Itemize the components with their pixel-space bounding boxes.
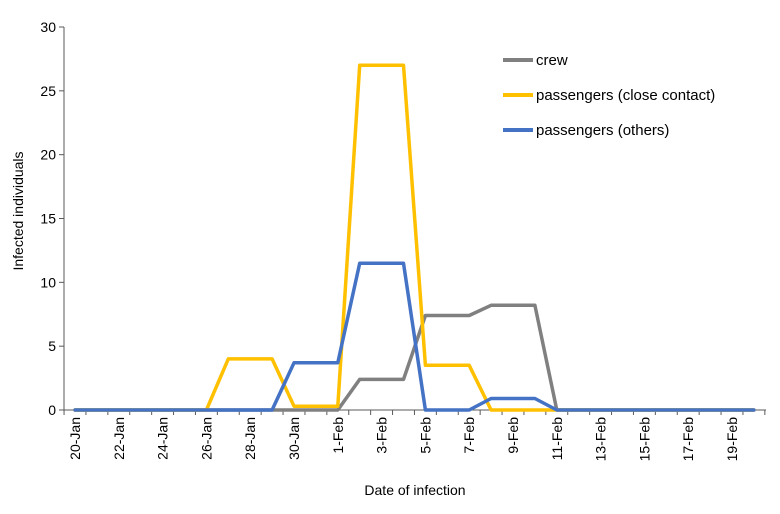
x-tick-label: 22-Jan bbox=[111, 417, 127, 460]
x-tick-label: 28-Jan bbox=[242, 417, 258, 460]
y-axis-title: Infected individuals bbox=[10, 151, 26, 270]
x-tick-label: 11-Feb bbox=[549, 417, 565, 461]
x-tick-label: 24-Jan bbox=[155, 417, 171, 460]
x-tick-label: 15-Feb bbox=[636, 417, 652, 462]
legend-label: passengers (others) bbox=[536, 122, 669, 139]
x-tick-label: 1-Feb bbox=[330, 417, 346, 454]
legend: crew passengers (close contact) passengers… bbox=[503, 52, 715, 139]
series-line-passengers-others bbox=[73, 261, 756, 412]
x-tick-label: 3-Feb bbox=[374, 417, 390, 454]
y-axis: 0 5 10 15 20 25 30 bbox=[40, 19, 64, 418]
y-tick-label: 5 bbox=[48, 338, 56, 354]
x-tick-label: 26-Jan bbox=[198, 417, 214, 460]
x-axis: 20-Jan 22-Jan 24-Jan 26-Jan 28-Jan 30-Jan 1-Fe… bbox=[63, 410, 766, 462]
x-tick-label: 17-Feb bbox=[680, 417, 696, 462]
y-tick-label: 15 bbox=[40, 211, 56, 227]
x-tick-label: 20-Jan bbox=[67, 417, 83, 460]
y-tick-label: 10 bbox=[40, 274, 56, 290]
x-tick-label: 7-Feb bbox=[461, 417, 477, 454]
x-tick-label: 13-Feb bbox=[593, 417, 609, 462]
x-tick-label: 30-Jan bbox=[286, 417, 302, 460]
series-line-crew bbox=[73, 303, 756, 412]
x-tick-label: 9-Feb bbox=[505, 417, 521, 454]
series-line-passengers-close-contact bbox=[73, 63, 756, 412]
y-tick-label: 20 bbox=[40, 147, 56, 163]
x-axis-title: Date of infection bbox=[364, 482, 465, 498]
y-tick-label: 30 bbox=[40, 19, 56, 35]
legend-label: crew bbox=[536, 52, 568, 69]
legend-label: passengers (close contact) bbox=[536, 87, 715, 104]
x-tick-label: 5-Feb bbox=[417, 417, 433, 454]
y-tick-label: 25 bbox=[40, 83, 56, 99]
plot-area bbox=[73, 63, 756, 412]
x-tick-label: 19-Feb bbox=[724, 417, 740, 462]
y-tick-label: 0 bbox=[48, 402, 56, 418]
